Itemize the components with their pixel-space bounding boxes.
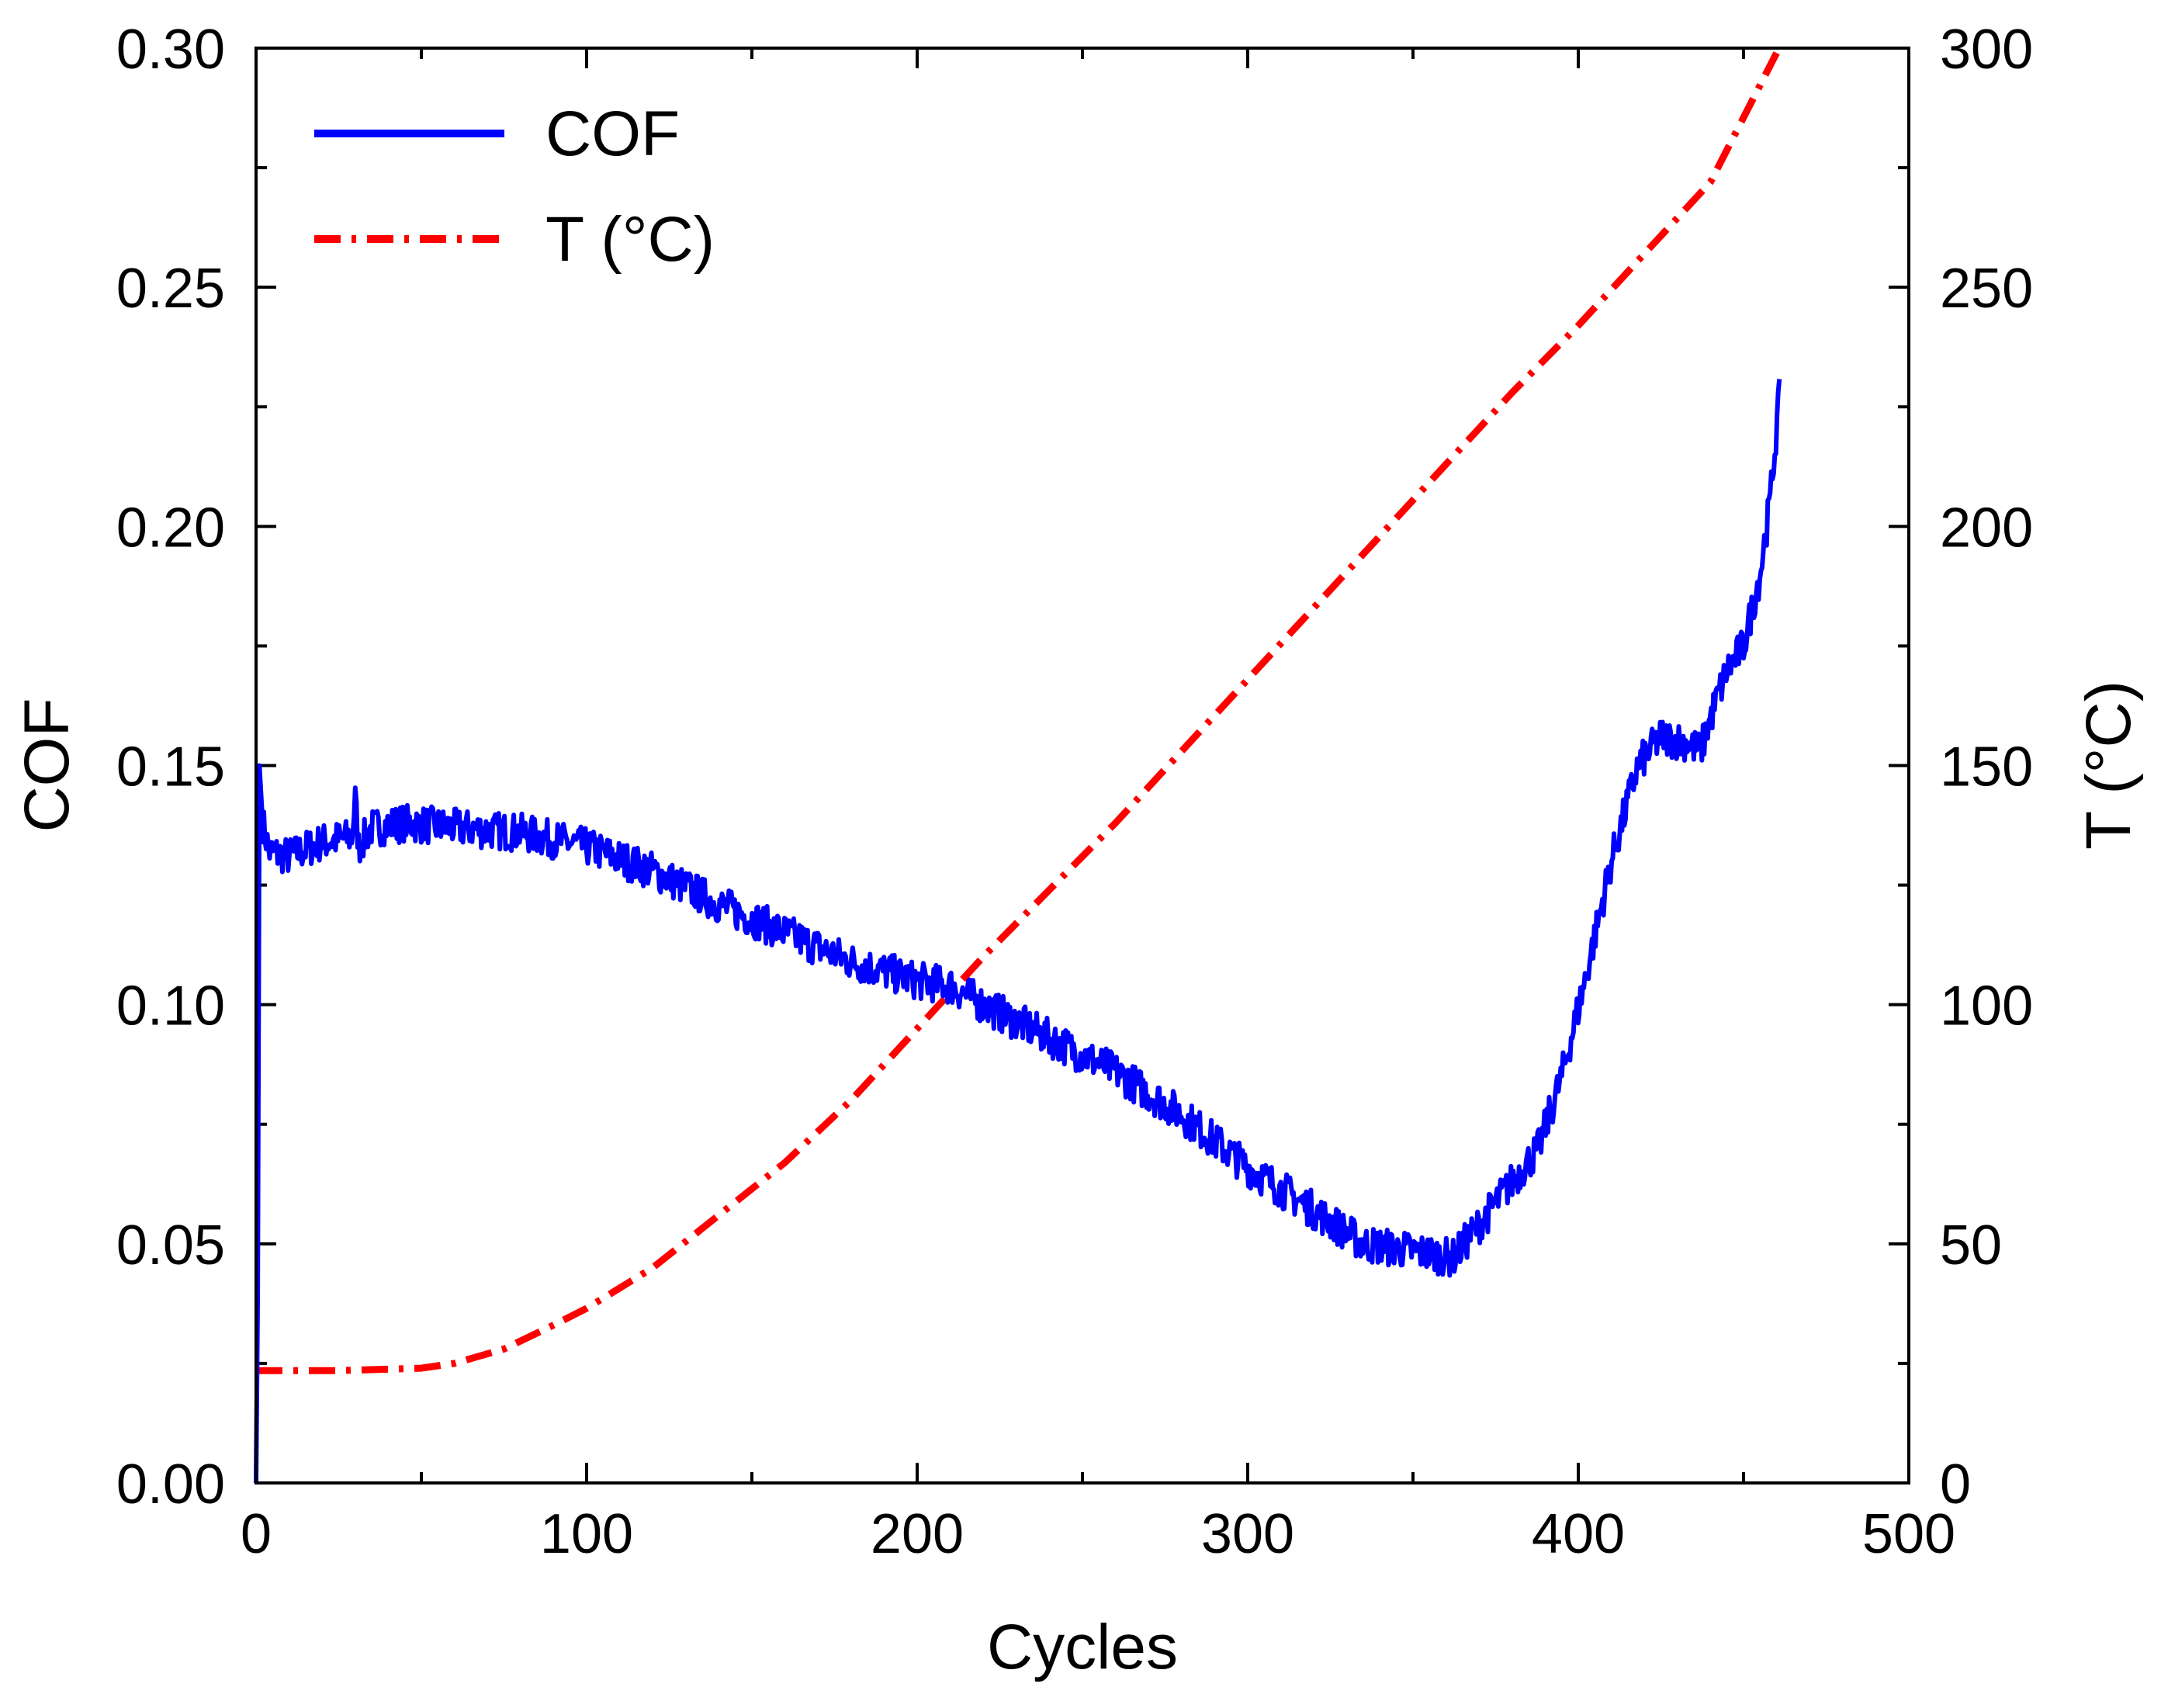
legend-cof-label: COF bbox=[545, 99, 680, 169]
y-axis-label: COF bbox=[12, 698, 82, 832]
y-tick-label: 0.20 bbox=[116, 497, 225, 559]
y2-axis-label: T (°C) bbox=[2073, 681, 2144, 850]
y2-tick-label: 300 bbox=[1940, 19, 2033, 81]
series-line-cof bbox=[254, 379, 1782, 1484]
x-axis-label: Cycles bbox=[987, 1612, 1178, 1682]
legend-temp-label: T (°C) bbox=[545, 204, 715, 275]
y-tick-label: 0.30 bbox=[116, 19, 225, 81]
y-tick-label: 0.05 bbox=[116, 1214, 225, 1277]
x-tick-label: 400 bbox=[1532, 1503, 1625, 1565]
y2-tick-label: 50 bbox=[1940, 1214, 2002, 1277]
x-tick-label: 500 bbox=[1862, 1503, 1955, 1565]
y-tick-label: 0.25 bbox=[116, 258, 225, 320]
y-tick-label: 0.15 bbox=[116, 736, 225, 799]
x-tick-label: 0 bbox=[241, 1503, 272, 1565]
y2-tick-label: 200 bbox=[1940, 497, 2033, 559]
x-tick-label: 300 bbox=[1201, 1503, 1294, 1565]
y-tick-label: 0.10 bbox=[116, 975, 225, 1038]
series-line-temperature bbox=[256, 51, 1780, 1374]
ticks-layer: 0 100 200 300 400 5000.000.050.100.150.200.25… bbox=[116, 19, 2033, 1565]
labels-layer: Cycles COF T (°C) bbox=[12, 681, 2144, 1682]
y2-tick-label: 0 bbox=[1940, 1453, 1971, 1516]
plot-frame bbox=[255, 47, 1910, 1485]
y2-tick-label: 100 bbox=[1940, 975, 2033, 1038]
y2-tick-label: 150 bbox=[1940, 736, 2033, 799]
series-layer bbox=[254, 51, 1782, 1484]
x-tick-label: 100 bbox=[540, 1503, 633, 1565]
y2-tick-label: 250 bbox=[1940, 258, 2033, 320]
legend: COF T (°C) bbox=[314, 99, 715, 275]
y-tick-label: 0.00 bbox=[116, 1453, 225, 1516]
x-tick-label: 200 bbox=[871, 1503, 964, 1565]
